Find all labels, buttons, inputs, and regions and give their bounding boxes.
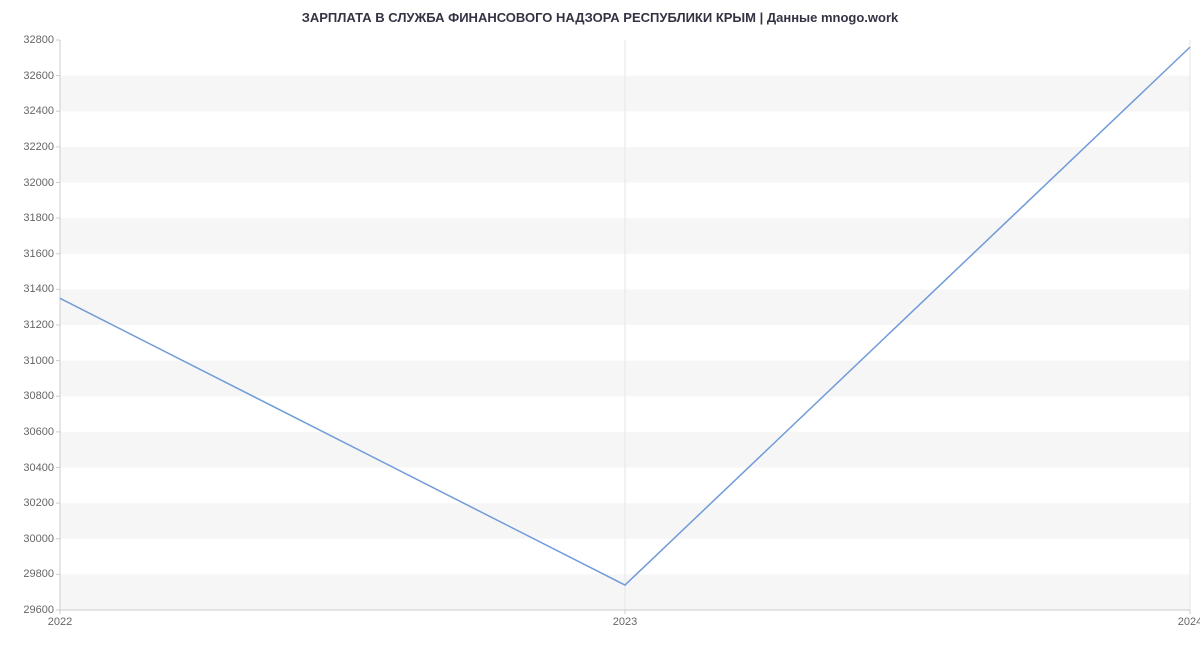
- y-tick-label: 30600: [23, 426, 54, 438]
- y-tick-label: 32200: [23, 141, 54, 153]
- y-tick-label: 32000: [23, 177, 54, 189]
- y-tick-label: 30800: [23, 390, 54, 402]
- x-tick-label: 2023: [613, 616, 637, 628]
- y-tick-label: 30200: [23, 497, 54, 509]
- y-tick-label: 30000: [23, 533, 54, 545]
- y-tick-label: 32400: [23, 105, 54, 117]
- x-tick-label: 2024: [1178, 616, 1200, 628]
- y-tick-label: 32600: [23, 70, 54, 82]
- chart-svg: [60, 40, 1190, 610]
- y-tick-label: 31000: [23, 355, 54, 367]
- y-tick-label: 31400: [23, 283, 54, 295]
- y-tick-label: 30400: [23, 462, 54, 474]
- y-tick-label: 29800: [23, 568, 54, 580]
- chart-plot-area: 2960029800300003020030400306003080031000…: [60, 40, 1190, 610]
- y-tick-label: 32800: [23, 34, 54, 46]
- y-tick-label: 29600: [23, 604, 54, 616]
- y-tick-label: 31600: [23, 248, 54, 260]
- y-tick-label: 31800: [23, 212, 54, 224]
- chart-title: ЗАРПЛАТА В СЛУЖБА ФИНАНСОВОГО НАДЗОРА РЕ…: [0, 0, 1200, 33]
- y-tick-label: 31200: [23, 319, 54, 331]
- x-tick-label: 2022: [48, 616, 72, 628]
